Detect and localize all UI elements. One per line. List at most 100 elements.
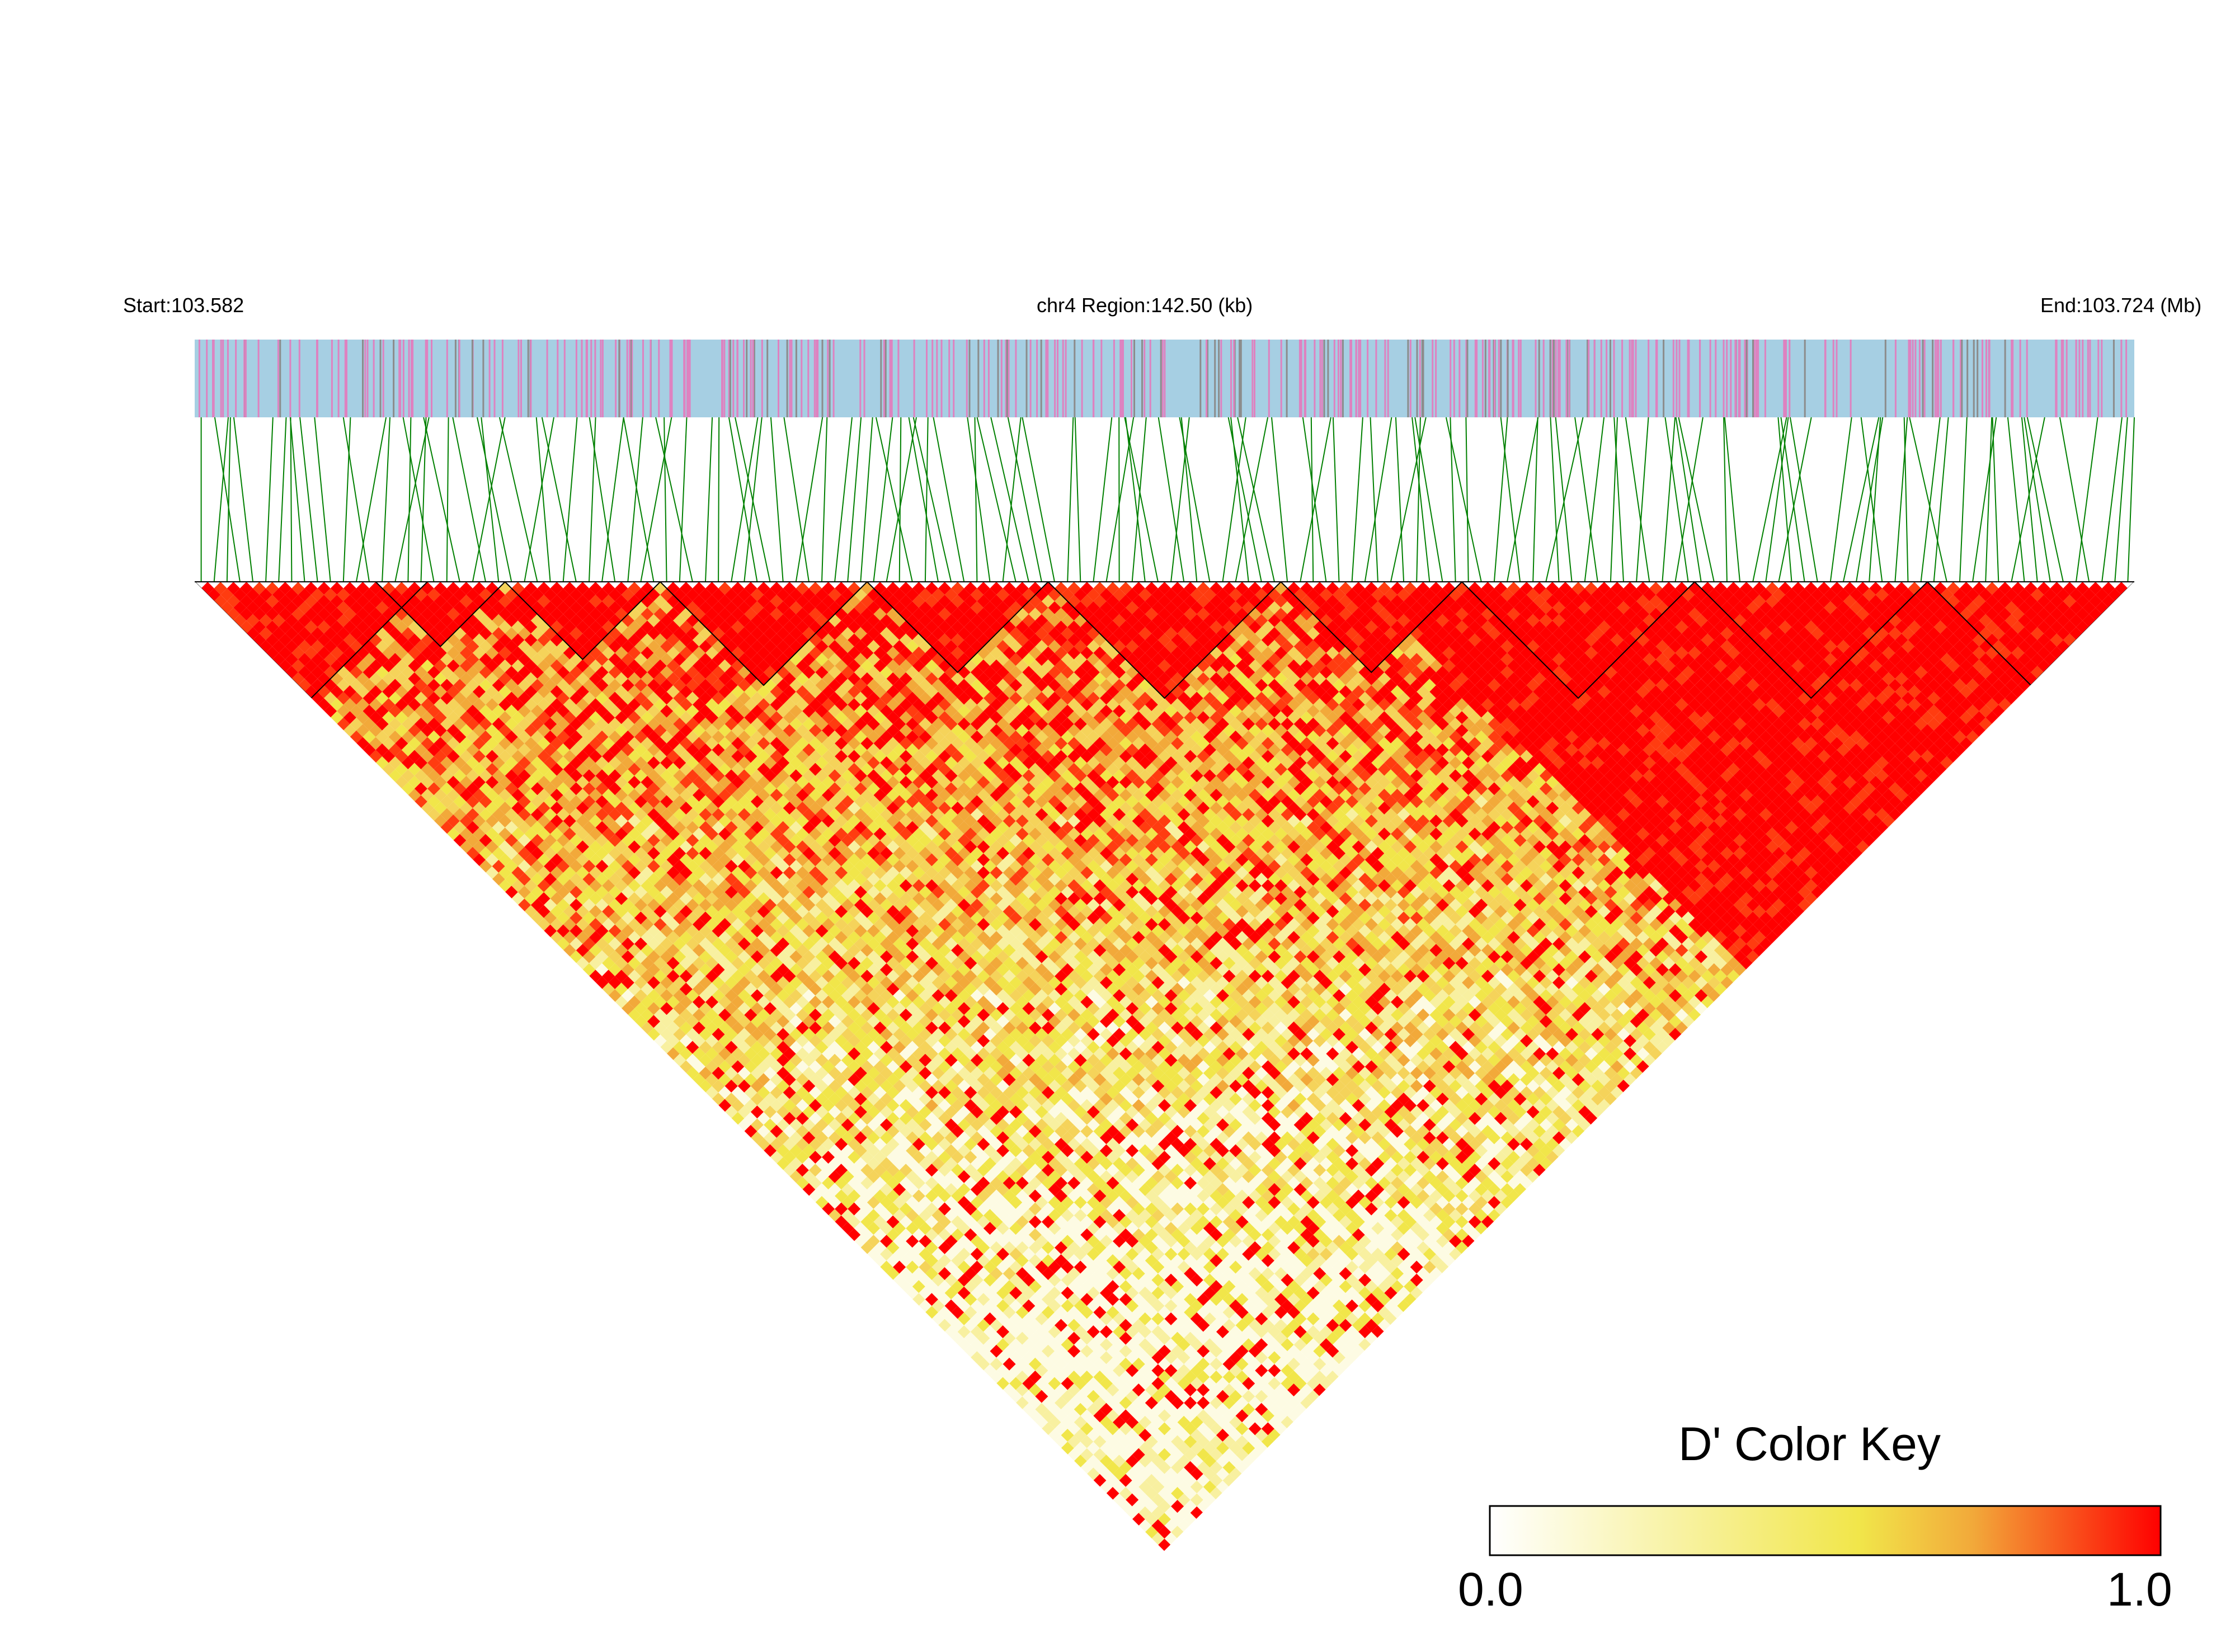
ld-cell [822,1189,835,1203]
ld-cell [589,879,603,892]
ld-cell [1048,1415,1061,1429]
ld-cell [951,1280,964,1293]
ld-cell [912,1189,925,1203]
snp-connector [1532,417,1538,582]
ld-cell [589,944,603,957]
ld-cell [537,788,550,802]
ld-cell [563,866,576,879]
ld-cell [938,1215,952,1229]
ld-cell [1119,1396,1132,1410]
ld-cell [550,892,563,905]
snp-marker [1789,340,1791,417]
ld-cell [1099,1467,1113,1481]
ld-cell [990,1280,1003,1293]
ld-cell [1126,1390,1139,1403]
ld-cell [750,1028,764,1041]
ld-cell [401,782,415,796]
snp-marker [1512,340,1514,417]
ld-cell [673,989,686,1003]
ld-cell [899,1189,912,1203]
ld-cell [602,892,615,905]
snp-connector [705,417,713,582]
ld-cell [1067,1357,1081,1371]
snp-marker [1280,340,1282,417]
snp-marker [1432,340,1434,417]
snp-marker [1220,340,1222,417]
ld-cell [434,724,447,737]
ld-cell [938,1189,952,1203]
ld-cell [854,1105,867,1119]
ld-cell [666,957,680,970]
snp-marker [402,340,404,417]
snp-marker [1566,340,1569,417]
ld-cell [938,1293,952,1306]
ld-cell [1093,1409,1107,1423]
ld-cell [1048,1390,1061,1403]
ld-cell [1028,1344,1042,1358]
ld-cell [841,1118,854,1132]
ld-cell [835,1112,848,1125]
ld-cell [466,795,479,808]
ld-cell [511,750,525,763]
snp-connector [2007,417,2025,582]
ld-cell [634,937,647,950]
ld-cell [906,1183,919,1196]
ld-cell [770,1112,783,1125]
ld-cell [692,969,705,983]
ld-cell [1119,1435,1132,1448]
ld-cell [977,1280,990,1293]
snp-marker [257,340,260,417]
ld-cell [880,1222,893,1235]
ld-cell [1028,1370,1042,1383]
ld-cell [1055,1396,1068,1410]
ld-cell [848,1202,861,1216]
ld-cell [298,653,311,666]
snp-marker [1934,340,1936,417]
ld-cell [324,704,337,718]
ld-cell [835,1164,848,1177]
ld-cell [1119,1474,1132,1487]
snp-connector [2059,417,2090,582]
ld-cell [311,640,324,653]
ld-cell [576,827,589,841]
ld-cell [679,995,693,1009]
ld-cell [285,614,298,627]
ld-cell [796,1073,809,1086]
ld-cell [530,808,544,821]
ld-cell [317,582,331,595]
ld-cell [906,1209,919,1222]
snp-marker [786,340,788,417]
ld-cell [317,595,331,608]
ld-cell [369,711,383,724]
ld-cell [1158,1435,1171,1448]
snp-marker [1327,340,1329,417]
ld-cell [919,1209,932,1222]
ld-cell [486,840,499,854]
snp-marker [1559,340,1561,417]
ld-cell [1113,1415,1126,1429]
snp-marker [1940,340,1942,417]
ld-cell [893,1209,906,1222]
snp-connector [679,417,688,582]
ld-cell [453,691,467,705]
ld-cell [666,1021,680,1034]
ld-cell [266,633,279,647]
ld-cell [343,620,356,634]
ld-cell [304,659,318,672]
ld-cell [582,886,596,899]
snp-connector [1493,417,1508,582]
ld-cell [641,1021,654,1034]
snp-connector [1903,417,1909,582]
snp-marker [1549,340,1551,417]
ld-cell [1028,1319,1042,1332]
snp-marker [382,340,384,417]
snp-marker [601,340,604,417]
ld-cell [1190,1442,1203,1455]
ld-cell [517,898,531,912]
ld-cell [764,1066,777,1080]
ld-cell [356,608,369,621]
ld-cell [304,620,318,634]
ld-cell [1197,1474,1210,1487]
ld-cell [634,963,647,976]
ld-cell [796,1086,809,1099]
